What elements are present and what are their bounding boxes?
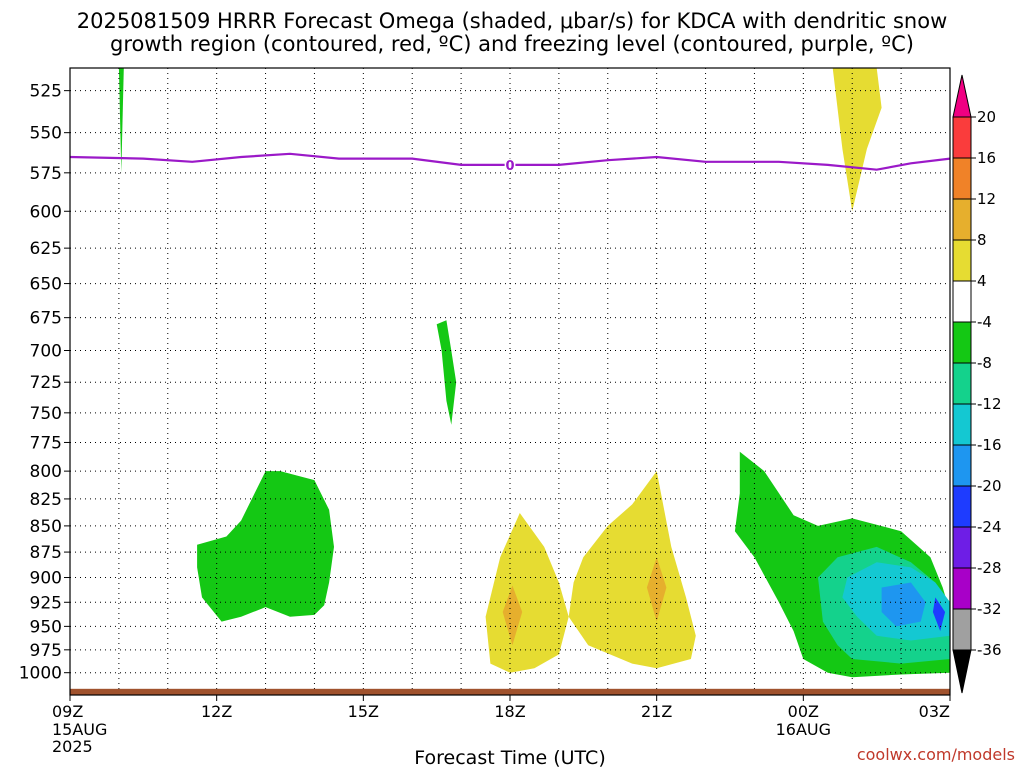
colorbar-tick-label: 4 [977,272,987,290]
y-tick-label: 600 [30,202,62,222]
y-tick-label: 625 [30,239,62,259]
colorbar-segment-3 [952,526,972,569]
x-tick-sublabel: 2025 [52,737,93,756]
x-tick-label: 09Z [52,702,83,721]
x-tick-label: 18Z [494,702,525,721]
y-tick-label: 700 [30,342,62,362]
omega-region-7 [646,557,667,622]
y-tick-label: 1000 [19,664,62,684]
terrain-layer [70,688,950,695]
y-tick-label: 925 [30,593,62,613]
y-tick-label: 875 [30,543,62,563]
chart-title-line-2: growth region (contoured, red, ºC) and f… [110,32,914,56]
freezing-level-layer: 0 [69,152,951,175]
omega-region-5 [502,585,523,646]
y-tick-label: 750 [30,404,62,424]
credit-text[interactable]: coolwx.com/models [857,745,1015,764]
colorbar-tick-label: 8 [977,231,987,249]
colorbar-segment-13 [952,116,972,159]
colorbar-tick-label: 16 [977,149,996,167]
y-tick-label: 825 [30,490,62,510]
omega-shading [118,68,950,678]
omega-region-4 [485,513,569,673]
colorbar-segment-7 [952,362,972,405]
colorbar-tick-label: -28 [977,559,1002,577]
colorbar-segment-5 [952,444,972,487]
y-tick-label: 650 [30,275,62,295]
x-tick-label: 03Z [919,702,950,721]
omega-region-6 [568,471,696,669]
colorbar-segment-1 [952,608,972,651]
colorbar-tick-label: -4 [977,313,992,331]
colorbar-segment-0 [952,649,972,694]
x-tick-sublabel: 15AUG [52,720,107,739]
colorbar-segment-12 [952,157,972,200]
y-tick-label: 975 [30,641,62,661]
pressure-axis: 525 550 575 600 625 650 675 700 725 750 775 800 825 8… [19,82,70,684]
colorbar-segment-2 [952,567,972,610]
colorbar-segment-11 [952,198,972,241]
x-tick-label: 21Z [641,702,672,721]
y-tick-label: 525 [30,82,62,102]
y-tick-label: 850 [30,517,62,537]
x-tick-label: 15Z [348,702,379,721]
colorbar-segment-4 [952,485,972,528]
colorbar-segment-6 [952,403,972,446]
y-tick-label: 550 [30,124,62,144]
colorbar-tick-label: -36 [977,641,1002,659]
colorbar-tick-label: -24 [977,518,1002,536]
x-axis-label: Forecast Time (UTC) [414,747,605,768]
y-tick-label: 775 [30,433,62,453]
x-tick-label: 12Z [201,702,232,721]
colorbar-tick-label: -12 [977,395,1002,413]
omega-region-12 [932,597,946,632]
colorbar-tick-label: 12 [977,190,996,208]
y-tick-label: 800 [30,462,62,482]
colorbar-segment-14 [952,74,972,118]
colorbar-tick-label: -32 [977,600,1002,618]
grid-lines [70,68,950,695]
x-tick-sublabel: 16AUG [776,720,831,739]
y-tick-label: 900 [30,569,62,589]
omega-region-3 [197,471,334,622]
colorbar-tick-label: -8 [977,354,992,372]
colorbar-segment-10 [952,239,972,282]
omega-colorbar: -36 -32 -28 -24 -20 -16 -12 -8 -4 4 8 12 16 20 [952,74,1002,694]
colorbar-segment-9 [952,280,972,323]
colorbar-tick-label: 20 [977,108,996,126]
omega-region-0 [118,68,124,173]
y-tick-label: 675 [30,309,62,329]
freezing-level-label: 0 [505,159,514,174]
x-tick-label: 00Z [788,702,819,721]
freezing-level-line [69,152,951,171]
omega-region-2 [436,320,457,425]
y-tick-label: 575 [30,164,62,184]
chart-title-line-1: 2025081509 HRRR Forecast Omega (shaded, … [77,9,948,33]
colorbar-tick-label: -16 [977,436,1002,454]
y-tick-label: 725 [30,373,62,393]
y-tick-label: 950 [30,617,62,637]
terrain-strip [70,688,950,695]
omega-region-11 [881,582,926,627]
omega-region-1 [832,68,882,212]
colorbar-segment-8 [952,321,972,364]
colorbar-tick-label: -20 [977,477,1002,495]
